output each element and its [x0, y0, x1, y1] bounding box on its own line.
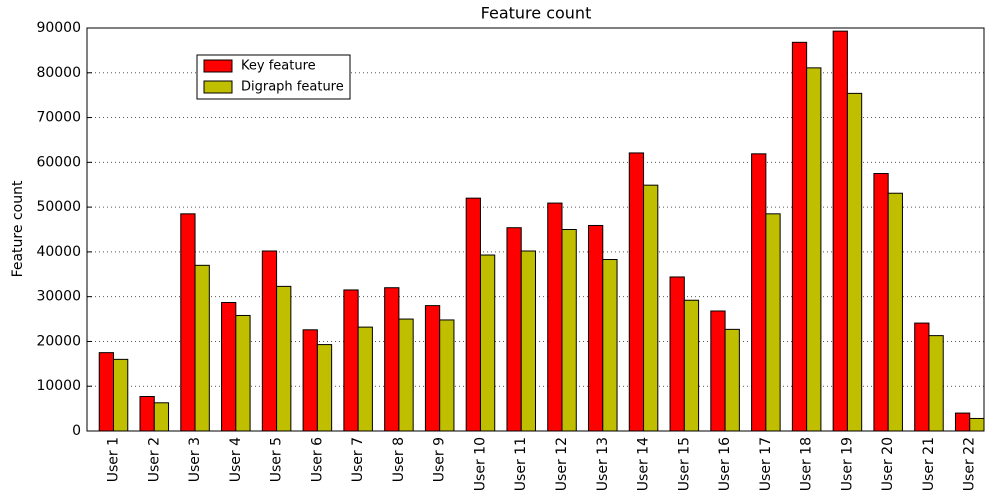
bar	[873, 173, 889, 432]
x-tick-label: User 1	[106, 437, 122, 482]
x-tick-label: User 9	[432, 437, 448, 482]
bar	[791, 41, 808, 432]
bar	[357, 326, 373, 432]
y-tick-label: 90000	[36, 20, 81, 36]
y-tick-label: 20000	[36, 333, 81, 349]
bar	[669, 276, 685, 432]
x-tick-label: User 16	[717, 437, 733, 491]
x-tick-label: User 12	[554, 437, 570, 491]
bar	[276, 285, 292, 432]
bar	[98, 352, 115, 432]
bar	[439, 319, 455, 432]
plot-frame	[86, 27, 985, 432]
bar	[765, 213, 781, 432]
x-tick-label: User 5	[269, 437, 285, 482]
x-tick-label: User 14	[636, 437, 652, 491]
x-tick-label: User 8	[391, 437, 407, 482]
bar	[846, 92, 863, 432]
bar	[479, 254, 496, 432]
x-tick-label: User 2	[146, 437, 162, 482]
bar	[180, 213, 196, 432]
y-tick-label: 0	[72, 423, 81, 439]
bar	[221, 301, 237, 432]
bar	[588, 224, 604, 432]
x-tick-label: User 18	[799, 437, 815, 491]
bar	[643, 184, 659, 432]
bar	[113, 358, 129, 432]
x-tick-label: User 15	[676, 437, 692, 491]
bar	[887, 192, 903, 432]
x-tick-label: User 11	[513, 437, 529, 491]
bar	[628, 152, 645, 432]
bar	[398, 318, 414, 432]
x-tick-label: User 4	[228, 437, 244, 482]
x-tick-label: User 19	[839, 437, 855, 491]
legend-label: Key feature	[241, 59, 316, 74]
y-tick-label: 10000	[36, 378, 81, 394]
x-tick-label: User 21	[921, 437, 937, 491]
bar	[710, 310, 726, 432]
bar	[914, 322, 930, 432]
bar	[235, 314, 251, 432]
bar	[751, 153, 767, 432]
bar	[139, 396, 155, 432]
x-tick-label: User 13	[595, 437, 611, 491]
bar	[465, 197, 481, 432]
legend-label: Digraph feature	[241, 80, 344, 95]
bar	[384, 287, 400, 432]
y-tick-label: 40000	[36, 244, 81, 260]
legend-swatch	[203, 59, 233, 73]
x-tick-label: User 17	[758, 437, 774, 491]
bar	[261, 250, 278, 432]
x-tick-label: User 20	[880, 437, 896, 491]
bar	[832, 30, 848, 432]
chart-title: Feature count	[481, 4, 592, 23]
bar	[316, 344, 333, 432]
x-tick-label: User 7	[350, 437, 366, 482]
x-tick-label: User 22	[962, 437, 978, 491]
y-tick-label: 80000	[36, 65, 81, 81]
bar	[194, 264, 210, 432]
y-tick-label: 70000	[36, 110, 81, 126]
bar	[506, 227, 522, 432]
bar	[602, 259, 618, 432]
x-tick-label: User 10	[472, 437, 488, 491]
bar	[561, 229, 577, 432]
bar	[806, 67, 822, 432]
bar	[302, 329, 318, 432]
legend-swatch	[203, 80, 233, 94]
bar	[547, 202, 563, 432]
x-tick-label: User 6	[309, 437, 325, 482]
bar	[424, 305, 441, 432]
y-axis-label: Feature count	[10, 180, 26, 277]
bar	[954, 412, 971, 432]
x-tick-label: User 3	[187, 437, 203, 482]
bar	[969, 417, 985, 432]
bar	[520, 250, 537, 432]
y-tick-label: 50000	[36, 199, 81, 215]
y-tick-label: 30000	[36, 289, 81, 305]
y-tick-label: 60000	[36, 154, 81, 170]
bar	[928, 335, 944, 432]
bar	[153, 402, 170, 432]
bar	[724, 328, 740, 432]
bar	[343, 289, 359, 432]
bar	[683, 299, 700, 432]
